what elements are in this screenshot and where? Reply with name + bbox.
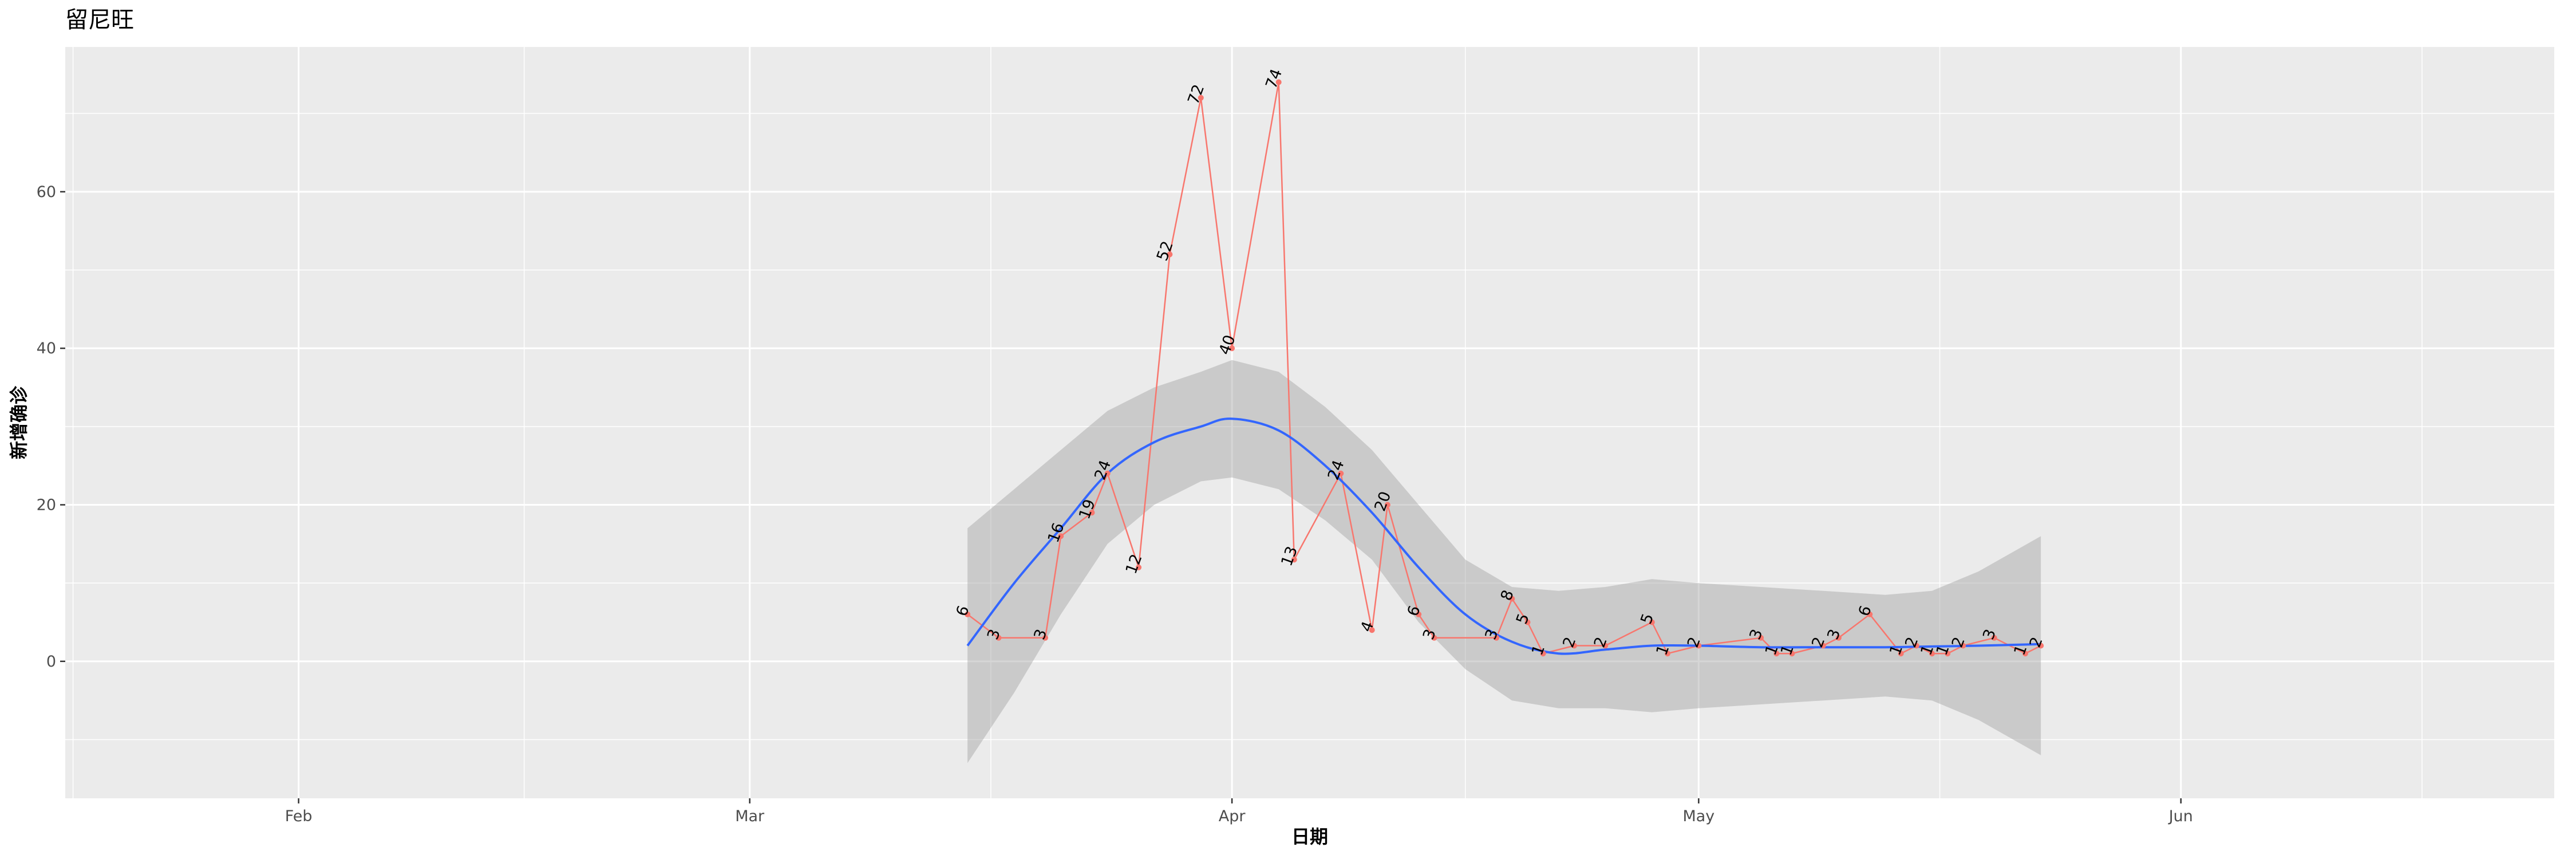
y-axis-title: 新增确诊: [8, 385, 30, 459]
data-point: [1758, 635, 1764, 641]
data-point: [1960, 643, 1966, 649]
smooth-trend-line: [966, 417, 2041, 655]
data-point: [1867, 611, 1873, 617]
y-tick-label: 20: [37, 497, 56, 514]
data-point: [1416, 611, 1422, 617]
data-point: [1773, 651, 1780, 657]
data-point: [1369, 627, 1375, 633]
data-point: [1898, 651, 1904, 657]
data-points: [965, 79, 2044, 657]
data-point: [1058, 533, 1064, 539]
data-point: [1540, 651, 1546, 657]
x-tick-label: Feb: [285, 807, 313, 825]
y-axis-ticks: 0 20 40 60: [37, 183, 65, 671]
data-point: [1571, 643, 1577, 649]
x-tick-label: Apr: [1219, 807, 1246, 825]
data-point: [1167, 251, 1173, 258]
x-axis-ticks: Feb Mar Apr May Jun: [285, 798, 2193, 825]
data-point: [1649, 619, 1655, 625]
data-point: [1524, 619, 1531, 625]
data-point: [1136, 564, 1142, 570]
data-point: [1042, 635, 1048, 641]
data-point: [1509, 596, 1515, 602]
data-point: [2038, 643, 2044, 649]
minor-gridlines: [65, 47, 2554, 798]
x-tick-label: Mar: [735, 807, 765, 825]
data-point: [1665, 651, 1670, 657]
series-line: [967, 82, 2041, 655]
data-point: [2022, 651, 2028, 657]
plot-panel: [65, 47, 2554, 798]
chart-title: 留尼旺: [65, 7, 134, 33]
y-tick-label: 40: [37, 340, 56, 357]
data-point: [1820, 643, 1826, 649]
data-point: [965, 611, 971, 617]
data-point: [1836, 635, 1842, 641]
data-point: [1104, 470, 1111, 476]
x-tick-label: May: [1682, 807, 1714, 825]
major-gridlines: [65, 47, 2554, 798]
data-point: [1696, 643, 1702, 649]
x-axis-title: 日期: [1291, 826, 1328, 848]
data-point: [1602, 643, 1609, 649]
x-tick-label: Jun: [2168, 807, 2193, 825]
data-point: [995, 635, 1002, 641]
y-tick-label: 0: [46, 653, 56, 671]
data-point: [1431, 635, 1437, 641]
data-point: [1913, 643, 1919, 649]
data-point: [1384, 502, 1390, 508]
confidence-ribbon: [967, 360, 2041, 763]
data-point: [1291, 557, 1297, 563]
data-point: [1275, 79, 1282, 85]
data-point: [1338, 470, 1344, 476]
data-point: [1229, 345, 1235, 352]
data-point: [1789, 651, 1795, 657]
data-point: [1991, 635, 1997, 641]
y-tick-label: 60: [37, 183, 56, 201]
data-point: [1494, 635, 1500, 641]
data-point: [1945, 651, 1951, 657]
data-point: [1089, 510, 1095, 516]
series-polyline: [967, 82, 2041, 655]
data-point: [1929, 651, 1935, 657]
data-point: [1198, 94, 1204, 101]
